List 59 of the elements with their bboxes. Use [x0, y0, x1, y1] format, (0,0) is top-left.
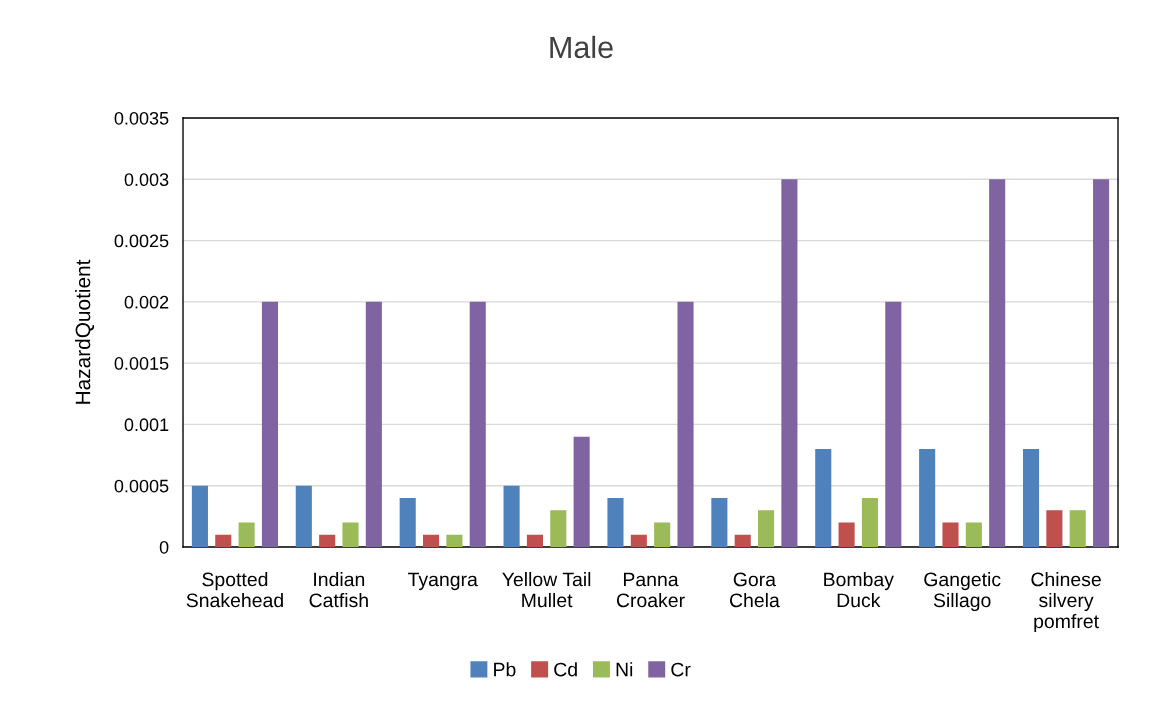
y-tick-label: 0 — [159, 540, 169, 554]
bar — [1046, 510, 1063, 547]
bar — [215, 534, 232, 547]
bar — [238, 522, 255, 547]
bar — [503, 485, 520, 547]
bar — [989, 179, 1006, 547]
bar — [630, 534, 647, 547]
bar — [942, 522, 959, 547]
chart-title: Male — [550, 35, 613, 59]
bar — [469, 301, 486, 547]
bar — [734, 534, 751, 547]
x-tick-label: Spotted Snakehead — [186, 572, 283, 608]
bar — [319, 534, 336, 547]
bar — [919, 448, 936, 547]
y-tick-label: 0.003 — [124, 173, 169, 187]
bar — [191, 485, 208, 547]
bar — [423, 534, 440, 547]
bar — [261, 301, 279, 547]
x-tick-label: Yellow Tail Mullet — [502, 572, 591, 608]
x-tick-label: Indian Catfish — [309, 572, 368, 608]
bar — [781, 179, 798, 547]
legend-label: Cd — [554, 662, 577, 677]
x-tick-label: Bombay Duck — [824, 572, 894, 608]
x-tick-label: Chinese silvery pomfret — [1031, 572, 1101, 633]
bar — [677, 301, 694, 547]
y-tick-label: 0.0025 — [114, 234, 169, 248]
bar — [607, 497, 624, 547]
x-tick-label: Gora Chela — [729, 572, 780, 608]
y-tick-label: 0.001 — [124, 418, 169, 432]
legend-label: Cr — [671, 662, 691, 677]
bar — [550, 510, 567, 547]
bar — [526, 534, 543, 547]
bar — [1093, 179, 1110, 547]
bar — [399, 497, 416, 547]
bar — [758, 510, 775, 547]
y-tick-label: 0.0015 — [114, 357, 169, 370]
bar — [711, 497, 728, 547]
x-tick-label: Tyangra — [408, 572, 478, 591]
bar — [838, 522, 855, 547]
y-tick-label: 0.0005 — [114, 479, 169, 493]
bar — [446, 534, 463, 547]
bar — [1022, 448, 1040, 547]
bar — [295, 485, 312, 547]
legend-label: Pb — [494, 662, 516, 677]
bar — [815, 448, 832, 547]
legend-label: Ni — [616, 662, 633, 677]
bar — [365, 301, 382, 547]
bar — [342, 522, 359, 547]
y-tick-label: 0.002 — [124, 295, 169, 309]
bar — [1069, 510, 1086, 547]
y-axis-title: HazardQuotient — [75, 259, 95, 404]
bar — [861, 497, 878, 547]
bar — [654, 522, 671, 547]
y-tick-label: 0.0035 — [114, 111, 169, 125]
bar — [573, 436, 590, 547]
x-tick-label: Gangetic Sillago — [924, 572, 1001, 612]
bar — [965, 522, 982, 547]
x-tick-label: Panna Croaker — [616, 572, 685, 608]
bar — [885, 301, 902, 547]
